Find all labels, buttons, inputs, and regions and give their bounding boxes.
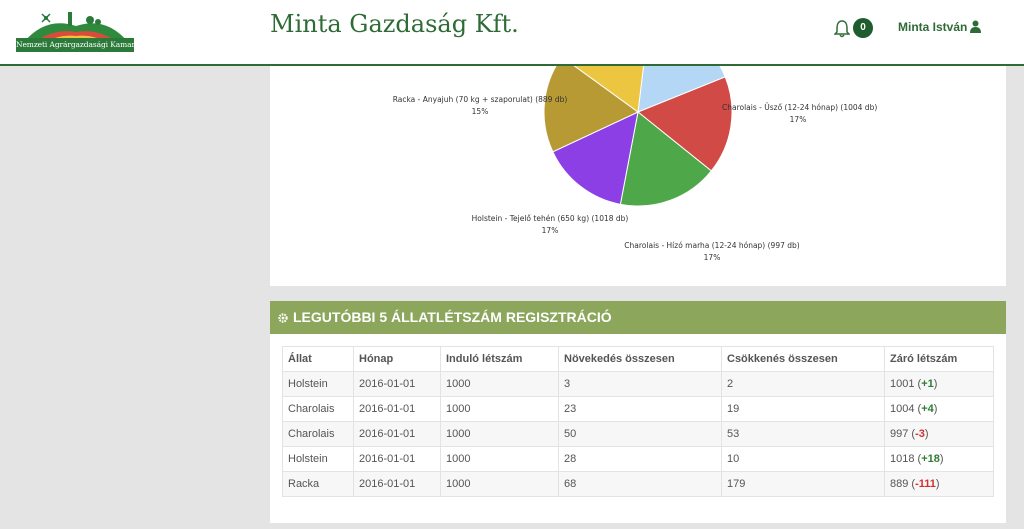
notification-badge[interactable]: 0: [853, 18, 873, 38]
cell-closing: 889 (-111): [884, 471, 994, 497]
table-row: Racka 2016-01-01 1000 68 179 889 (-111): [282, 471, 994, 497]
cell-animal: Charolais: [282, 396, 354, 422]
cell-increase: 68: [558, 471, 722, 497]
pie-slice[interactable]: [543, 66, 639, 153]
pie-slice[interactable]: [619, 111, 712, 207]
user-menu[interactable]: Minta István: [898, 20, 968, 34]
gear-icon: [278, 312, 288, 323]
column-header: Csökkenés összesen: [721, 346, 885, 372]
cell-closing: 1018 (+18): [884, 446, 994, 472]
slice-percent: 17%: [542, 226, 559, 235]
cell-closing: 1004 (+4): [884, 396, 994, 422]
cell-start: 1000: [440, 371, 559, 397]
pie-slice[interactable]: [562, 66, 649, 113]
slice-label: Charolais - Üsző (12-24 hónap) (1004 db): [722, 103, 877, 112]
table-row: Holstein 2016-01-01 1000 28 10 1018 (+18…: [282, 446, 994, 472]
pie-chart-panel: Charolais - Üsző (12-24 hónap) (1004 db)…: [270, 66, 1006, 286]
cell-start: 1000: [440, 471, 559, 497]
delta-value: +18: [921, 453, 940, 465]
cell-month: 2016-01-01: [353, 471, 441, 497]
cell-increase: 28: [558, 446, 722, 472]
cell-month: 2016-01-01: [353, 396, 441, 422]
slice-percent: 17%: [704, 253, 721, 262]
cell-decrease: 19: [721, 396, 885, 422]
slice-percent: 17%: [790, 115, 807, 124]
logo-text: Nemzeti Agrárgazdasági Kamara: [16, 38, 139, 52]
column-header: Induló létszám: [440, 346, 559, 372]
cell-animal: Racka: [282, 471, 354, 497]
cell-start: 1000: [440, 421, 559, 447]
cell-month: 2016-01-01: [353, 446, 441, 472]
table-row: Charolais 2016-01-01 1000 23 19 1004 (+4…: [282, 396, 994, 422]
column-header: Növekedés összesen: [558, 346, 722, 372]
slice-label: Racka - Anyajuh (70 kg + szaporulat) (88…: [393, 95, 568, 104]
table-row: Holstein 2016-01-01 1000 3 2 1001 (+1): [282, 371, 994, 397]
cell-increase: 23: [558, 396, 722, 422]
table-row: Charolais 2016-01-01 1000 50 53 997 (-3): [282, 421, 994, 447]
panel-header: LEGUTÓBBI 5 ÁLLATLÉTSZÁM REGISZTRÁCIÓ: [270, 301, 1006, 334]
cell-decrease: 53: [721, 421, 885, 447]
delta-value: +4: [921, 403, 934, 415]
cell-month: 2016-01-01: [353, 421, 441, 447]
cell-animal: Charolais: [282, 421, 354, 447]
cell-closing: 1001 (+1): [884, 371, 994, 397]
pie-slice[interactable]: [552, 111, 639, 205]
pie-slice[interactable]: [637, 76, 733, 172]
cell-decrease: 2: [721, 371, 885, 397]
cell-animal: Holstein: [282, 446, 354, 472]
bell-icon[interactable]: [834, 20, 850, 38]
cell-start: 1000: [440, 396, 559, 422]
table-header-row: Állat Hónap Induló létszám Növekedés öss…: [282, 346, 994, 372]
column-header: Állat: [282, 346, 354, 372]
cell-decrease: 179: [721, 471, 885, 497]
slice-label: Holstein - Tejelő tehén (650 kg) (1018 d…: [472, 214, 629, 223]
registrations-panel: LEGUTÓBBI 5 ÁLLATLÉTSZÁM REGISZTRÁCIÓ Ál…: [270, 301, 1006, 523]
pie-chart: Charolais - Üsző (12-24 hónap) (1004 db)…: [393, 66, 877, 262]
user-icon[interactable]: [970, 20, 981, 33]
cell-start: 1000: [440, 446, 559, 472]
pie-slice[interactable]: [637, 66, 726, 113]
cell-increase: 50: [558, 421, 722, 447]
top-navbar: Nemzeti Agrárgazdasági Kamara Minta Gazd…: [0, 0, 1024, 66]
slice-label: Charolais - Hízó marha (12-24 hónap) (99…: [624, 241, 799, 250]
cell-decrease: 10: [721, 446, 885, 472]
delta-value: -111: [915, 478, 936, 490]
cell-increase: 3: [558, 371, 722, 397]
column-header: Záró létszám: [884, 346, 994, 372]
column-header: Hónap: [353, 346, 441, 372]
cell-animal: Holstein: [282, 371, 354, 397]
delta-value: +1: [921, 378, 934, 390]
panel-title: LEGUTÓBBI 5 ÁLLATLÉTSZÁM REGISZTRÁCIÓ: [293, 309, 612, 325]
cell-month: 2016-01-01: [353, 371, 441, 397]
registrations-table: Állat Hónap Induló létszám Növekedés öss…: [282, 346, 994, 497]
company-title: Minta Gazdaság Kft.: [270, 10, 519, 38]
cell-closing: 997 (-3): [884, 421, 994, 447]
slice-percent: 15%: [472, 107, 489, 116]
delta-value: -3: [915, 428, 925, 440]
